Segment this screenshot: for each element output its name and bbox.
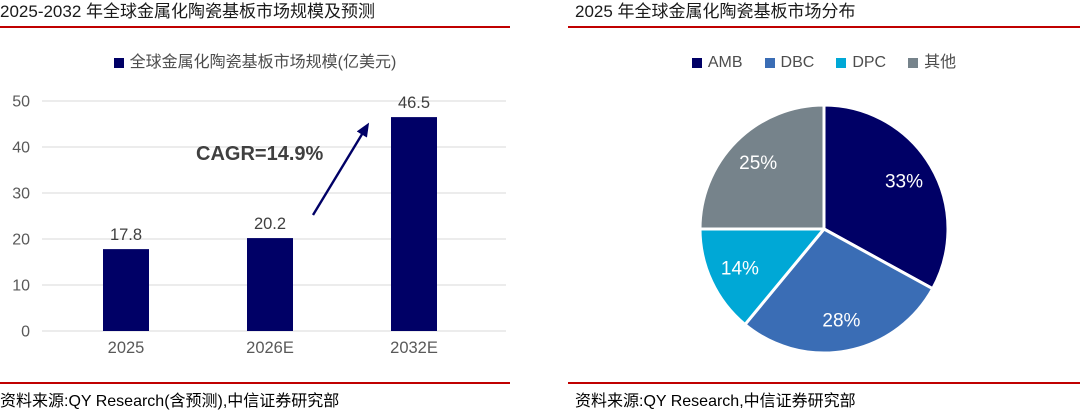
y-axis-tick: 10 [12,278,30,295]
legend-label: 其他 [924,54,957,71]
y-axis-tick: 30 [12,186,30,203]
legend-item-DPC: DPC [836,53,886,73]
pie-slice-label: 25% [739,153,777,174]
legend-swatch [764,58,775,68]
cagr-annotation: CAGR=14.9% [196,143,323,165]
bar-chart-source-bar: 资料来源:QY Research(含预测),中信证券研究部 [0,382,510,412]
pie-chart-panel: 2025 年全球金属化陶瓷基板市场分布 AMB DBC DPC 其他 33% 28% 14… [568,0,1080,419]
legend-swatch [691,58,702,68]
legend-label: DBC [780,54,815,71]
pie-slice-AMB [822,103,950,291]
pie-slice-DBC [743,227,935,355]
x-axis-label: 2032E [390,339,438,357]
pie-slice-label: 33% [885,172,923,193]
bar-chart-svg: 0 10 20 30 40 50 17.8 2025 20.2 2026E 46.5 2032E CAG… [12,94,506,357]
bar-chart-title: 2025-2032 年全球金属化陶瓷基板市场规模及预测 [0,2,510,28]
x-axis-label: 2025 [108,339,145,357]
pie-chart-source-text: 资料来源:QY Research,中信证券研究部 [575,393,856,410]
legend-label-market-size: 全球金属化陶瓷基板市场规模(亿美元) [129,54,397,71]
x-axis-label: 2026E [246,339,294,357]
bar-value-label: 20.2 [254,215,286,233]
bar-chart-source-text: 资料来源:QY Research(含预测),中信证券研究部 [0,393,340,410]
y-axis-tick: 40 [12,140,30,157]
pie-slice-label: 28% [822,310,860,331]
legend-label: AMB [707,54,743,71]
legend-label: DPC [852,54,887,71]
legend-swatch-market-size [113,58,124,68]
legend-swatch [836,58,847,68]
pie-slice-DPC [698,227,826,327]
legend-item-其他: 其他 [908,53,956,73]
cagr-arrow [311,122,370,216]
y-axis-tick: 0 [21,324,30,341]
bar-2025 [103,249,149,331]
pie-chart-legend: AMB DBC DPC 其他 [568,53,1080,73]
legend-item-DBC: DBC [764,53,815,73]
bar-value-label: 17.8 [110,226,142,244]
pie-slice-其他 [698,103,826,231]
pie-chart-svg: 33% 28% 14% 25% [698,103,950,355]
bar-chart-legend: 全球金属化陶瓷基板市场规模(亿美元) [0,53,510,73]
legend-item-AMB: AMB [691,53,743,73]
y-axis-tick: 20 [12,232,30,249]
legend-item-market-size: 全球金属化陶瓷基板市场规模(亿美元) [113,53,397,73]
bar-2032E [391,117,437,331]
bar-chart-panel: 2025-2032 年全球金属化陶瓷基板市场规模及预测 全球金属化陶瓷基板市场规… [0,0,510,419]
y-axis-tick: 50 [12,94,30,111]
pie-chart-title: 2025 年全球金属化陶瓷基板市场分布 [568,2,1080,28]
pie-chart-source-bar: 资料来源:QY Research,中信证券研究部 [568,382,1080,412]
bar-value-label: 46.5 [398,94,430,112]
pie-slice-label: 14% [721,259,759,280]
legend-swatch [908,58,919,68]
bar-2026E [247,238,293,331]
